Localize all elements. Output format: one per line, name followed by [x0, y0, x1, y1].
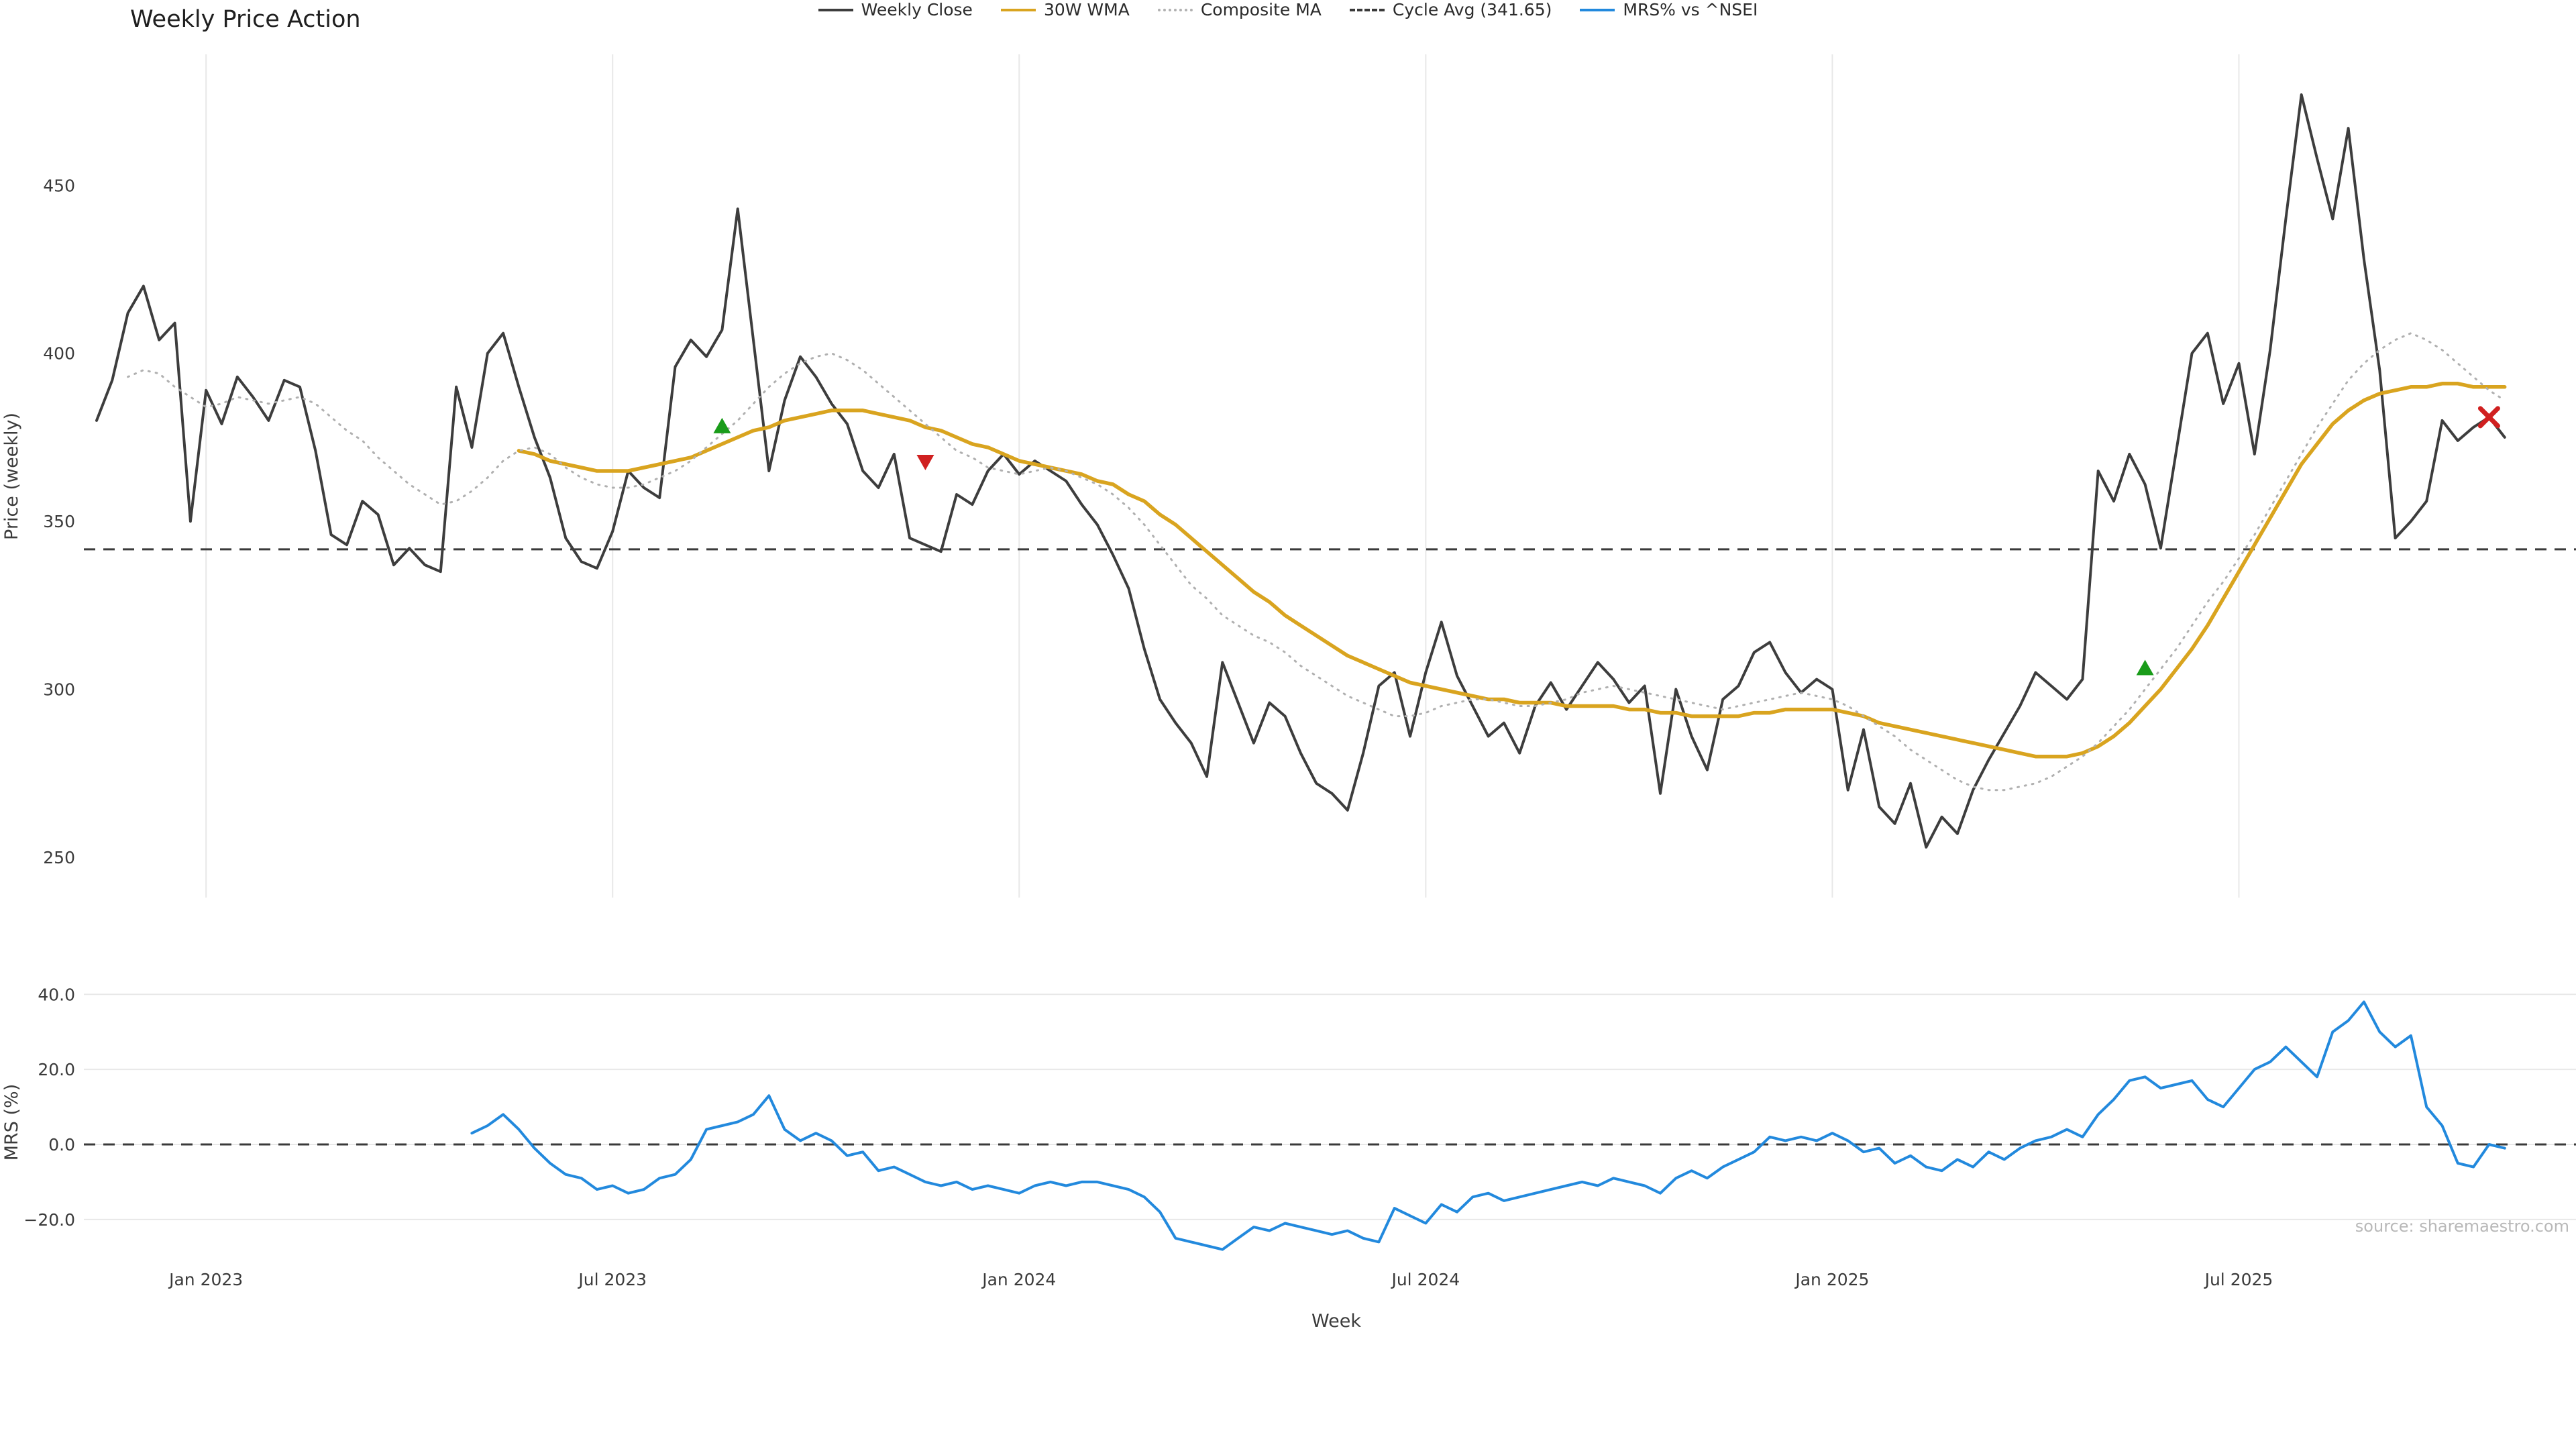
x-tick-label: Jul 2024	[1390, 1270, 1460, 1289]
mrs-axis-label: MRS (%)	[1, 1084, 22, 1161]
legend-item: 30W WMA	[1000, 0, 1130, 19]
legend-swatch-dashed	[1349, 8, 1385, 11]
legend-item: Composite MA	[1157, 0, 1322, 19]
price-tick-label: 400	[43, 344, 75, 364]
legend-label: Weekly Close	[861, 0, 973, 19]
mrs-tick-label: 0.0	[48, 1135, 75, 1155]
series-30w-wma	[517, 382, 2507, 759]
legend-swatch-dotted	[1157, 8, 1193, 11]
mrs-tick-label: 20.0	[38, 1060, 75, 1079]
x-tick-label: Jan 2025	[1794, 1270, 1869, 1289]
price-tick-label: 250	[43, 848, 75, 867]
x-axis-label: Week	[1311, 1311, 1361, 1332]
x-tick-label: Jul 2023	[577, 1270, 647, 1289]
x-tick-label: Jul 2025	[2204, 1270, 2273, 1289]
x-tick-label: Jan 2024	[981, 1270, 1056, 1289]
buy-signal-marker	[713, 417, 731, 433]
legend: Weekly Close 30W WMA Composite MA Cycle Avg…	[0, 0, 2576, 19]
legend-swatch-solid	[1580, 8, 1615, 11]
series-mrs-vs-nsei	[470, 1000, 2506, 1251]
legend-label: 30W WMA	[1043, 0, 1130, 19]
legend-swatch-solid	[818, 8, 853, 11]
mrs-tick-label: 40.0	[38, 985, 75, 1004]
chart-title: Weekly Price Action	[130, 6, 361, 33]
chart-generated: 250 300 350 400 450 40.0 20.0 0.0 −20.0 Jan 2023 J…	[23, 54, 2576, 1289]
series-weekly-close	[95, 93, 2506, 849]
legend-item: Weekly Close	[818, 0, 973, 19]
buy-signal-marker	[2136, 659, 2154, 676]
price-tick-label: 450	[43, 176, 75, 195]
source-credit: source: sharemaestro.com	[2355, 1217, 2569, 1236]
sell-signal-marker	[2477, 406, 2500, 429]
price-axis-label: Price (weekly)	[1, 413, 22, 540]
legend-item: MRS% vs ^NSEI	[1580, 0, 1758, 19]
series-composite-ma	[127, 332, 2506, 792]
legend-label: Composite MA	[1200, 0, 1322, 19]
price-tick-label: 350	[43, 512, 75, 531]
legend-label: Cycle Avg (341.65)	[1392, 0, 1552, 19]
legend-item: Cycle Avg (341.65)	[1349, 0, 1552, 19]
price-tick-label: 300	[43, 680, 75, 700]
legend-swatch-solid	[1000, 8, 1036, 11]
mrs-tick-label: −20.0	[23, 1210, 75, 1230]
legend-label: MRS% vs ^NSEI	[1623, 0, 1758, 19]
sell-signal-marker	[916, 454, 934, 470]
x-tick-label: Jan 2023	[168, 1270, 243, 1289]
